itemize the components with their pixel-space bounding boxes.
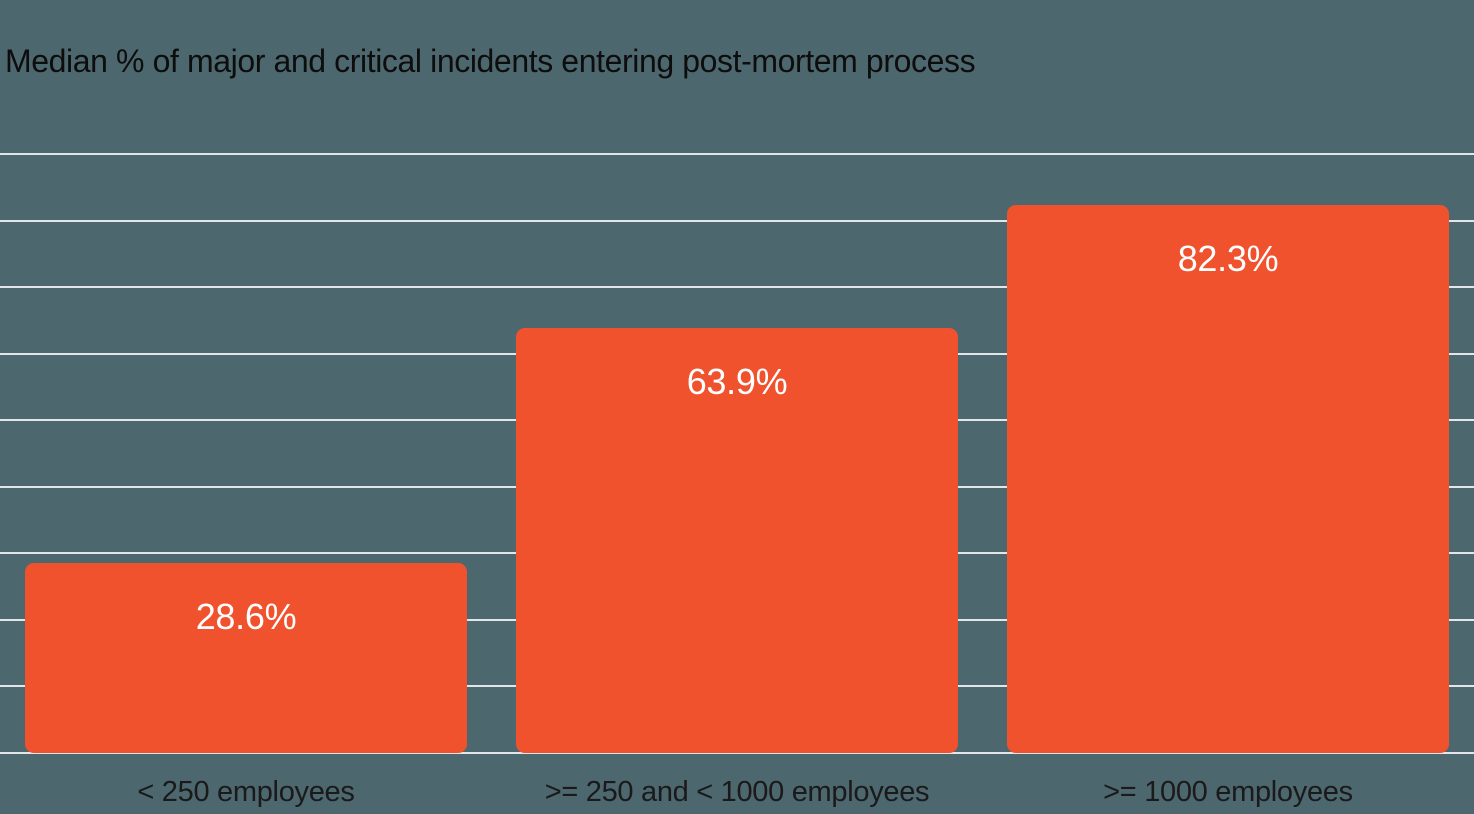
bar-value-label: 63.9% <box>686 360 788 402</box>
gridline <box>0 286 1474 289</box>
gridline <box>0 752 1474 754</box>
chart-title: Median % of major and critical incidents… <box>5 43 976 79</box>
x-axis-label-lt-250-employees: < 250 employees <box>137 776 355 808</box>
bar-value-label: 82.3% <box>1177 238 1279 280</box>
gridline <box>0 219 1474 222</box>
x-axis-label-gte-1000-employees: >= 1000 employees <box>1103 776 1353 808</box>
bar-lt-250-employees: 28.6% <box>25 562 467 753</box>
bar-250-to-1000-employees: 63.9% <box>516 327 958 753</box>
gridline <box>0 153 1474 155</box>
x-axis: < 250 employees >= 250 and < 1000 employ… <box>0 774 1474 814</box>
bar-value-label: 28.6% <box>195 595 297 637</box>
x-axis-label-250-to-1000-employees: >= 250 and < 1000 employees <box>544 776 930 808</box>
plot-area: 28.6% 63.9% 82.3% <box>0 153 1474 754</box>
bar-gte-1000-employees: 82.3% <box>1007 205 1449 753</box>
